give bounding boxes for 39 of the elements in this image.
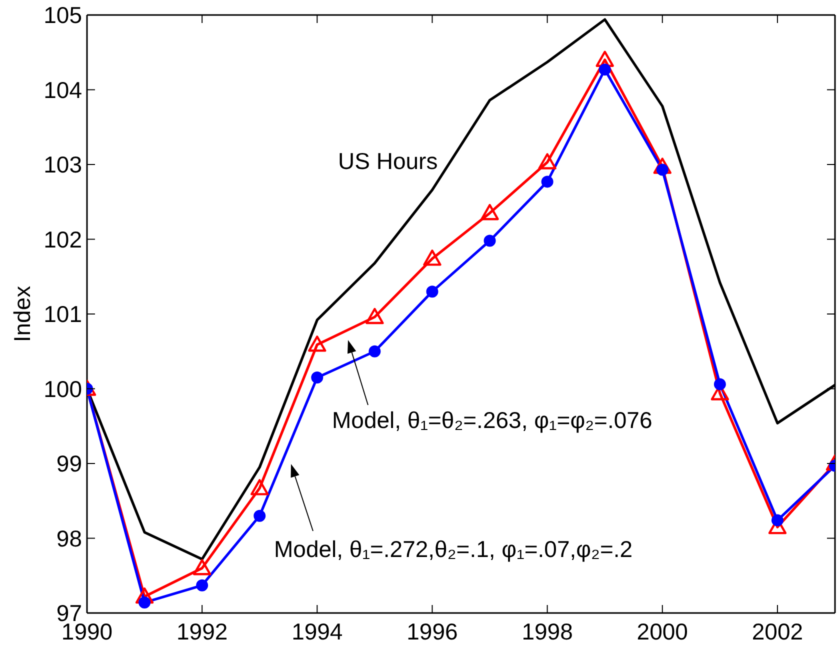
point (250, 479, 269, 496)
point (308, 336, 326, 352)
point (192, 559, 212, 576)
x-tick-label: 1994 (292, 618, 343, 644)
x-tick-label: 2002 (752, 618, 804, 644)
x-tick-label: 1992 (176, 618, 228, 644)
x-tick-label: 2000 (636, 618, 688, 644)
point (196, 579, 208, 592)
x-tick-label: 1996 (406, 618, 458, 644)
point (311, 372, 324, 384)
point (135, 587, 154, 604)
y-axis-title: Index (9, 285, 35, 342)
y-tick-label: 104 (44, 76, 82, 103)
point (254, 510, 266, 522)
point (596, 50, 614, 67)
point (598, 64, 611, 76)
x-tick-label: 1998 (522, 618, 573, 644)
point (426, 286, 438, 298)
point (484, 234, 496, 247)
point (538, 153, 556, 170)
y-tick-label: 101 (44, 301, 82, 328)
y-tick-label: 102 (44, 226, 82, 252)
annotation: Model, θ₁=θ₂=.263, φ₁=φ₂=.076 (332, 407, 652, 433)
point (541, 176, 554, 188)
annotation: Model, θ₁=.272,θ₂=.1, φ₁=.07,φ₂=.2 (274, 536, 633, 562)
y-tick-label: 105 (44, 2, 82, 28)
point (366, 308, 384, 324)
point (138, 596, 151, 609)
point (368, 345, 381, 358)
point (771, 514, 784, 526)
point (480, 204, 499, 220)
y-tick-label: 103 (44, 152, 82, 178)
y-tick-label: 99 (56, 450, 82, 477)
series-label: US Hours (338, 148, 438, 174)
y-tick-label: 100 (44, 376, 82, 402)
y-tick-label: 98 (56, 525, 82, 552)
point (714, 378, 726, 390)
point (423, 250, 442, 266)
point (653, 158, 672, 174)
